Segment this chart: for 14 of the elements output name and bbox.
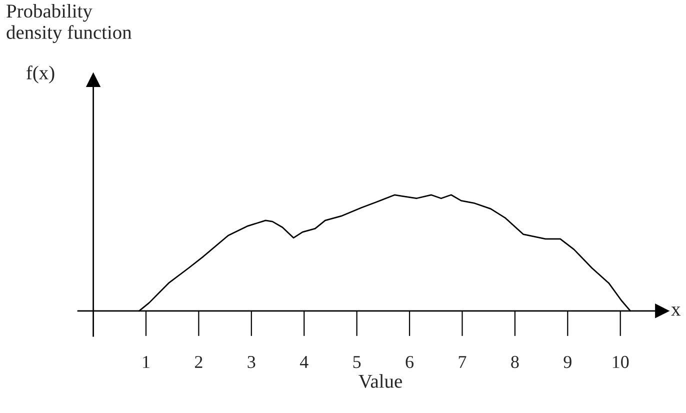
x-tick-label: 8 (511, 356, 519, 368)
chart-title: Probability density function (6, 4, 132, 43)
text: x (671, 306, 681, 316)
x-axis-title: Value (358, 374, 402, 388)
x-tick-label: 10 (612, 356, 629, 368)
x-tick-label: 2 (194, 356, 202, 368)
x-tick-label: 3 (248, 356, 256, 368)
x-tick-label: 5 (353, 356, 361, 368)
x-tick-label: 4 (300, 356, 308, 368)
x-tick-label: 1 (143, 356, 150, 368)
x-tick-label: 9 (564, 356, 572, 368)
x-tick-label: 6 (406, 356, 414, 368)
x-tick-label: 7 (458, 356, 466, 368)
text: f(x) (26, 66, 54, 84)
